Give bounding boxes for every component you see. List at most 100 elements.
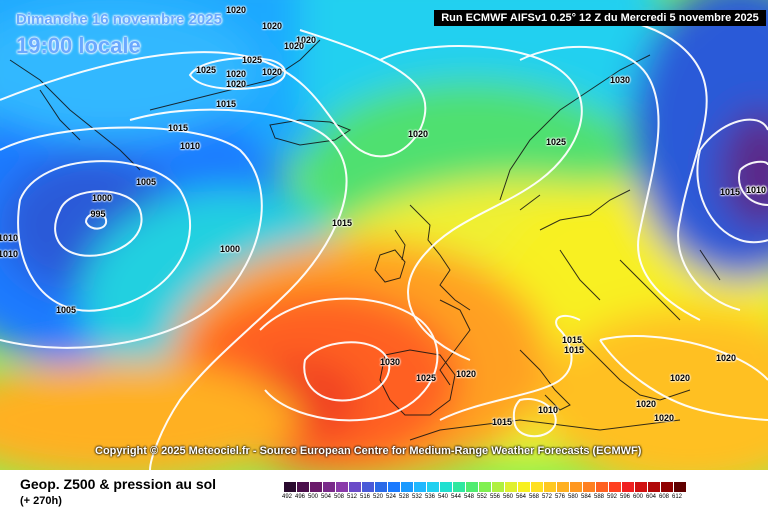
isobar-label: 1020 <box>669 373 691 383</box>
africa-coast <box>409 419 681 441</box>
legend-swatch <box>505 482 518 492</box>
legend-tick-label: 560 <box>503 494 514 500</box>
legend-cell: 592 <box>607 482 622 506</box>
legend-tick-label: 564 <box>516 494 527 500</box>
legend-swatch <box>362 482 375 492</box>
legend-swatch <box>596 482 609 492</box>
isobar-1010 <box>0 126 263 349</box>
legend-swatch <box>375 482 388 492</box>
legend-cell: 600 <box>633 482 648 506</box>
baltic-coast <box>539 189 631 231</box>
isobar-label: 1015 <box>167 123 189 133</box>
legend-swatch <box>466 482 479 492</box>
legend-cell: 536 <box>425 482 440 506</box>
legend-swatch <box>349 482 362 492</box>
legend-cell: 496 <box>295 482 310 506</box>
legend-cell: 556 <box>490 482 505 506</box>
isobar-label: 1020 <box>715 353 737 363</box>
isobar-1030 <box>303 341 391 402</box>
legend-swatch <box>661 482 674 492</box>
legend-cell: 516 <box>360 482 375 506</box>
legend-cell: 500 <box>308 482 323 506</box>
legend-swatch <box>557 482 570 492</box>
isobar-label: 1020 <box>261 67 283 77</box>
legend-tick-label: 540 <box>438 494 449 500</box>
isobar-1000-low <box>54 190 143 257</box>
isobar-label: 1005 <box>55 305 77 315</box>
legend-tick-label: 596 <box>620 494 631 500</box>
color-legend: 492 496 500 504 508 512 516 520 524 528 532 536 540 5… <box>282 482 687 506</box>
legend-cell: 552 <box>477 482 492 506</box>
isobar-1005-low <box>17 160 191 312</box>
legend-tick-label: 496 <box>295 494 306 500</box>
legend-swatch <box>492 482 505 492</box>
isobar-label: 1020 <box>653 413 675 423</box>
france-coast <box>439 299 471 386</box>
scotland-coast <box>394 204 471 311</box>
legend-swatch <box>388 482 401 492</box>
product-title: Geop. Z500 & pression au sol <box>20 476 217 492</box>
isobar-1015-east <box>696 118 768 244</box>
legend-tick-label: 544 <box>451 494 462 500</box>
isobar-label: 1020 <box>295 35 317 45</box>
isobar-label: 1025 <box>195 65 217 75</box>
legend-swatch <box>414 482 427 492</box>
isobar-label: 1025 <box>241 55 263 65</box>
legend-cell: 508 <box>334 482 349 506</box>
legend-cell: 532 <box>412 482 427 506</box>
legend-swatch <box>674 482 687 492</box>
isobar-label: 1030 <box>609 75 631 85</box>
isobar-label: 1020 <box>225 69 247 79</box>
legend-tick-label: 548 <box>464 494 475 500</box>
isobar-label: 1000 <box>219 244 241 254</box>
run-info-banner: Run ECMWF AIFSv1 0.25° 12 Z du Mercredi … <box>434 10 766 26</box>
legend-tick-label: 532 <box>412 494 423 500</box>
footer-bar: Geop. Z500 & pression au sol (+ 270h) 49… <box>0 470 768 512</box>
legend-tick-label: 568 <box>529 494 540 500</box>
legend-tick-label: 556 <box>490 494 501 500</box>
isobar-1020-north <box>0 29 427 158</box>
legend-tick-label: 604 <box>646 494 657 500</box>
legend-tick-label: 552 <box>477 494 488 500</box>
legend-swatch <box>401 482 414 492</box>
isobar-label: 1015 <box>331 218 353 228</box>
isobar-1020-med <box>599 335 768 421</box>
legend-cell: 528 <box>399 482 414 506</box>
legend-swatch <box>570 482 583 492</box>
isobar-label: 1030 <box>379 357 401 367</box>
legend-cell: 568 <box>529 482 544 506</box>
legend-cell: 596 <box>620 482 635 506</box>
legend-swatch <box>453 482 466 492</box>
legend-tick-label: 584 <box>581 494 592 500</box>
iberia-coast <box>379 349 456 416</box>
legend-swatch <box>531 482 544 492</box>
legend-tick-label: 516 <box>360 494 371 500</box>
z500-field-bottom-left <box>0 360 300 470</box>
legend-swatch <box>310 482 323 492</box>
isobar-label: 1010 <box>0 233 19 243</box>
legend-cell: 564 <box>516 482 531 506</box>
legend-swatch <box>323 482 336 492</box>
eastern-borders <box>559 249 721 321</box>
isobar-label: 1010 <box>179 141 201 151</box>
legend-swatch <box>583 482 596 492</box>
isobar-1010-med <box>512 398 557 438</box>
legend-swatch <box>440 482 453 492</box>
legend-tick-label: 512 <box>347 494 358 500</box>
legend-swatch <box>479 482 492 492</box>
legend-swatch <box>609 482 622 492</box>
z500-field-scand-core <box>720 110 768 230</box>
legend-cell: 560 <box>503 482 518 506</box>
legend-tick-label: 508 <box>334 494 345 500</box>
isobar-1010-east <box>738 160 768 206</box>
isobar-995 <box>84 212 108 230</box>
legend-swatch <box>427 482 440 492</box>
isobar-label: 1025 <box>415 373 437 383</box>
isobar-1025-south <box>259 297 439 422</box>
isobar-label: 1015 <box>491 417 513 427</box>
forecast-map <box>0 0 768 470</box>
legend-cell: 608 <box>659 482 674 506</box>
legend-tick-label: 600 <box>633 494 644 500</box>
isobar-label: 1005 <box>135 177 157 187</box>
isobar-1025 <box>188 57 286 90</box>
